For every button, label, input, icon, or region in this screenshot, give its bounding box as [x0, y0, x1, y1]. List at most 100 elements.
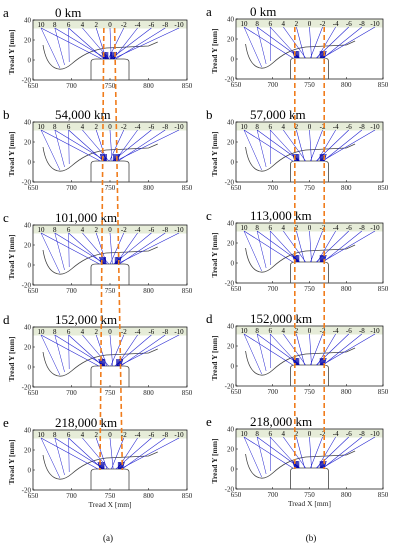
- band-label: 8: [255, 327, 259, 335]
- measurement-ray: [296, 436, 305, 469]
- x-tick-label: 850: [378, 388, 389, 396]
- band-label: 2: [94, 21, 98, 29]
- band-label: 6: [67, 123, 71, 131]
- measurement-ray: [256, 436, 267, 475]
- measurement-ray: [68, 129, 104, 162]
- band-label: 2: [295, 123, 299, 131]
- measurement-ray: [243, 333, 293, 366]
- contact-patch-right: [111, 51, 114, 60]
- band-label: -4: [135, 226, 141, 234]
- band-label: 6: [67, 431, 71, 439]
- measurement-ray: [40, 27, 102, 60]
- caption-b: (b): [306, 533, 317, 543]
- band-label: 2: [295, 327, 299, 335]
- panel-title: 152,000 km: [55, 312, 117, 327]
- panel-a-c: 10 8 6 4 2 0 -2 -4 -6 -8 -10c 101,000 km-2002040650…: [3, 210, 193, 295]
- rail-profile: [90, 468, 130, 490]
- band-label: 10: [241, 430, 249, 438]
- measurement-ray: [323, 436, 363, 469]
- y-tick-label: 20: [227, 240, 235, 248]
- band-label: 8: [53, 328, 57, 336]
- contact-patch-right: [322, 254, 325, 263]
- band-strip: [236, 326, 383, 335]
- x-tick-label: 700: [268, 81, 279, 89]
- contact-patch-right: [114, 153, 117, 162]
- measurement-ray: [316, 129, 349, 162]
- measurement-ray: [283, 26, 306, 59]
- band-label: -2: [121, 328, 127, 336]
- measurement-ray: [243, 230, 293, 263]
- wheel-profile: [42, 451, 158, 480]
- y-tick-label: 40: [227, 426, 235, 434]
- panel-title: 0 km: [250, 4, 276, 19]
- band-label: -6: [148, 21, 154, 29]
- band-label: -4: [135, 328, 141, 336]
- x-tick-label: 750: [105, 389, 116, 397]
- contact-patch-left: [101, 358, 104, 367]
- measurement-ray: [110, 334, 125, 367]
- measurement-ray: [109, 129, 125, 162]
- band-label: -4: [135, 123, 141, 131]
- measurement-ray: [95, 437, 108, 470]
- measurement-ray: [54, 232, 106, 265]
- band-label: 2: [295, 224, 299, 232]
- measurement-ray: [296, 26, 305, 59]
- measurement-ray: [243, 230, 262, 272]
- panel-letter: b: [3, 107, 10, 122]
- x-tick-label: 700: [268, 491, 279, 499]
- band-strip: [236, 122, 383, 131]
- y-tick-label: 40: [24, 17, 32, 25]
- measurement-ray: [296, 129, 305, 162]
- band-label: 10: [241, 327, 249, 335]
- y-tick-label: 40: [24, 222, 32, 230]
- band-label: -2: [320, 20, 326, 28]
- panel-letter: c: [3, 210, 9, 225]
- band-label: 2: [295, 430, 299, 438]
- band-strip: [236, 223, 383, 232]
- panel-title: 113,000 km: [250, 208, 312, 223]
- band-label: 0: [308, 430, 312, 438]
- x-tick-label: 800: [143, 492, 154, 500]
- x-tick-label: 850: [182, 287, 193, 295]
- band-label: 0: [108, 328, 112, 336]
- measurement-ray: [256, 333, 300, 366]
- y-tick-label: -20: [225, 280, 235, 288]
- measurement-ray: [54, 27, 65, 66]
- band-label: -10: [370, 123, 380, 131]
- measurement-ray: [109, 334, 114, 367]
- band-label: -10: [174, 431, 184, 439]
- x-tick-label: 700: [66, 82, 77, 90]
- measurement-ray: [322, 333, 376, 366]
- measurement-ray: [256, 333, 267, 372]
- band-label: -4: [333, 123, 339, 131]
- measurement-ray: [40, 334, 99, 367]
- measurement-ray: [40, 437, 99, 470]
- measurement-ray: [40, 334, 61, 376]
- panel-title: 101,000 km: [55, 210, 117, 225]
- measurement-ray: [68, 232, 104, 265]
- band-label: 10: [38, 123, 46, 131]
- band-label: -10: [370, 430, 380, 438]
- x-tick-label: 800: [341, 184, 352, 192]
- contact-patch-right: [323, 50, 327, 59]
- x-tick-label: 750: [105, 184, 116, 192]
- measurement-ray: [323, 129, 363, 162]
- band-label: 4: [81, 431, 85, 439]
- measurement-ray: [95, 129, 107, 162]
- measurement-ray: [256, 129, 267, 168]
- y-tick-label: 0: [231, 363, 235, 371]
- x-tick-label: 850: [378, 285, 389, 293]
- band-label: 8: [255, 430, 259, 438]
- contact-patch-left: [101, 461, 103, 470]
- band-label: 8: [255, 123, 259, 131]
- y-tick-label: 0: [28, 262, 32, 270]
- measurement-ray: [256, 436, 300, 469]
- band-label: -10: [174, 21, 184, 29]
- y-axis-label: Tread Y [mm]: [210, 233, 219, 278]
- band-label: -6: [148, 226, 154, 234]
- measurement-ray: [323, 230, 363, 263]
- measurement-ray: [243, 436, 262, 478]
- panel-letter: d: [3, 312, 10, 327]
